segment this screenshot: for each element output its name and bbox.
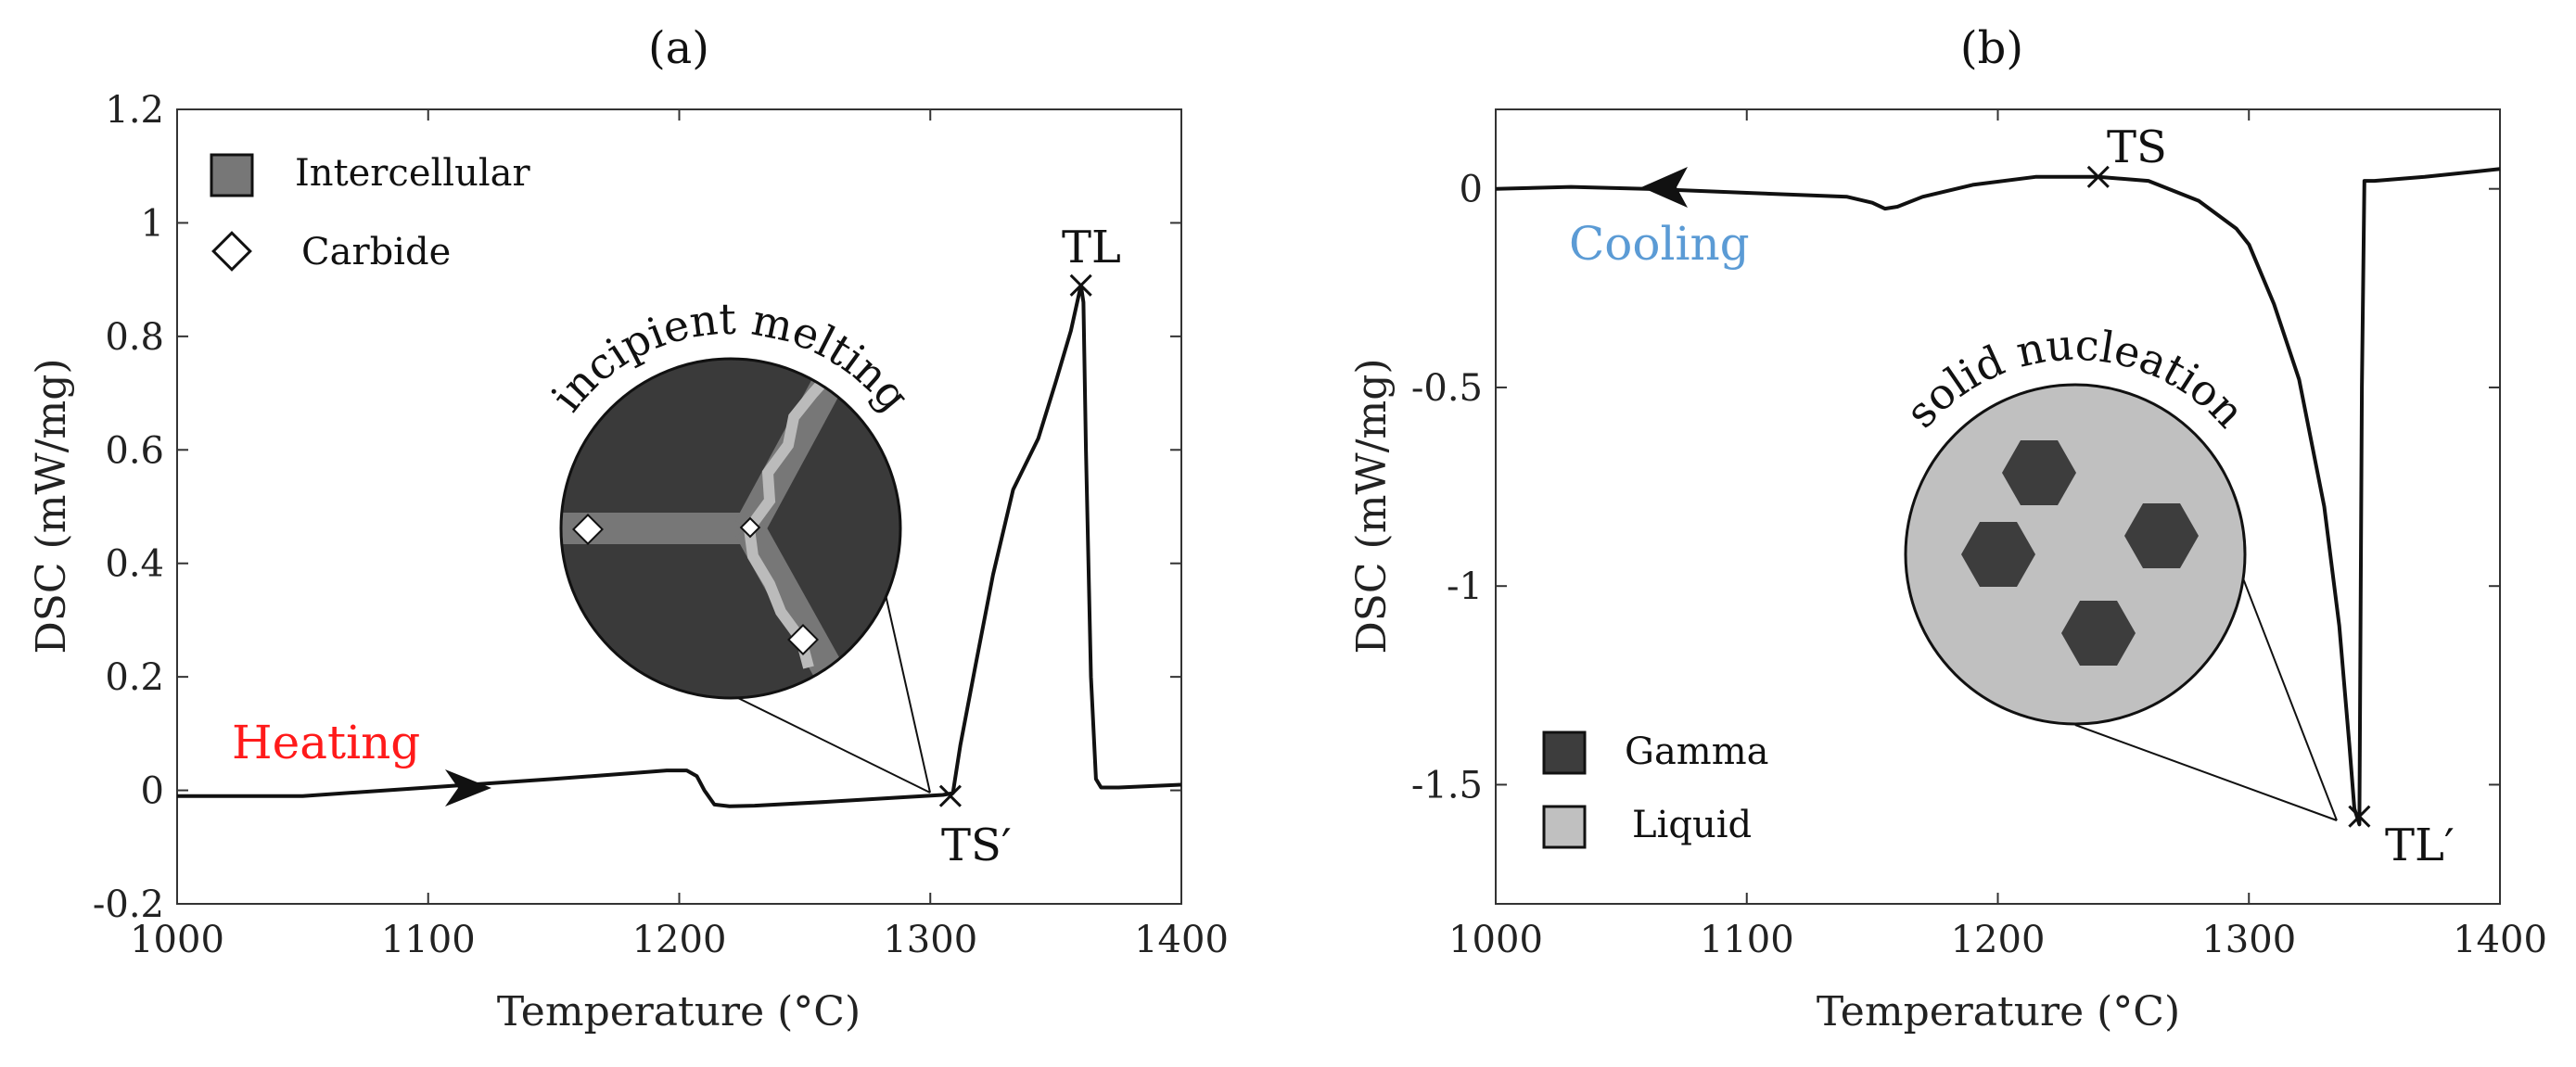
inset-pointer-line	[884, 590, 931, 794]
inset-pointer-line	[735, 696, 931, 794]
legend-label: Gamma	[1625, 730, 1769, 773]
legend-label: Carbide	[301, 231, 451, 273]
gamma-grain	[2061, 601, 2136, 666]
panel-b: (b) 1000 1100 1200 1300 1400 -1.5 -1 -0.5 0 Temp…	[1348, 22, 2547, 1035]
y-tick-label: 0.6	[105, 429, 164, 472]
y-tick-label: 1.2	[105, 89, 164, 132]
gamma-grain	[1961, 522, 2035, 587]
legend-label: Intercellular	[295, 152, 530, 195]
legend-label: Liquid	[1632, 804, 1752, 846]
x-tick-label: 1400	[1134, 919, 1229, 961]
chart-marks	[177, 273, 1182, 808]
legend-swatch-intercellular	[210, 153, 254, 197]
carbide-marker	[739, 516, 761, 539]
axes-ticks: 1000 1100 1200 1300 1400 -0.2 0 0.2 0.4 0.6 0.8 1 1.…	[93, 89, 1229, 961]
ts-label: TS	[2107, 121, 2167, 173]
inset-solid-nucleation: solid nucleation	[1895, 320, 2338, 821]
y-tick-label: 1	[141, 202, 164, 245]
y-tick-label: -0.5	[1411, 367, 1483, 410]
x-tick-label: 1000	[1448, 919, 1543, 961]
gamma-grain	[2124, 503, 2199, 568]
gamma-grain	[2002, 440, 2076, 505]
series-line	[1495, 167, 2501, 827]
legend-swatch-gamma	[1542, 730, 1587, 775]
ts-marker	[2086, 165, 2110, 188]
legend-swatch-carbide	[211, 231, 252, 272]
heating-label: Heating	[232, 716, 420, 769]
onset-label: TS′	[941, 819, 1012, 871]
axes-ticks: 1000 1100 1200 1300 1400 -1.5 -1 -0.5 0	[1411, 109, 2547, 961]
x-axis-label: Temperature (°C)	[1817, 988, 2180, 1035]
y-axis-label: DSC (mW/mg)	[28, 358, 75, 654]
y-tick-label: -1.5	[1411, 764, 1483, 807]
chart-marks	[1495, 165, 2501, 828]
y-tick-label: 0.2	[105, 656, 164, 699]
inset-pointer-line	[2242, 578, 2338, 821]
peak-label: TL	[1062, 222, 1121, 273]
legend: Gamma Liquid	[1542, 730, 1769, 849]
y-tick-label: 0.4	[105, 543, 164, 586]
x-axis-label: Temperature (°C)	[497, 988, 861, 1035]
cooling-label: Cooling	[1569, 217, 1750, 271]
y-tick-label: -0.2	[93, 883, 164, 926]
y-tick-label: 0.8	[105, 316, 164, 359]
x-tick-label: 1300	[883, 919, 977, 961]
x-tick-label: 1100	[1700, 919, 1794, 961]
peak-marker	[1069, 273, 1092, 297]
carbide-marker	[572, 514, 604, 545]
carbide-marker	[787, 624, 819, 655]
x-tick-label: 1400	[2453, 919, 2547, 961]
x-tick-label: 1200	[632, 919, 727, 961]
inset-circle	[1904, 383, 2247, 726]
x-tick-label: 1300	[2201, 919, 2296, 961]
panel-a-title: (a)	[648, 22, 709, 74]
x-tick-label: 1200	[1951, 919, 2046, 961]
y-tick-label: 0	[1460, 169, 1483, 211]
cooling-arrow-icon	[1641, 167, 1688, 208]
x-tick-label: 1000	[130, 919, 224, 961]
legend: Intercellular Carbide	[210, 152, 530, 273]
y-tick-label: -1	[1447, 565, 1483, 608]
tl-marker	[2348, 805, 2371, 828]
panel-b-title: (b)	[1960, 22, 2023, 74]
inset-incipient-melting: incipient melting	[542, 294, 931, 794]
heating-arrow-icon	[445, 769, 491, 807]
y-axis-label: DSC (mW/mg)	[1348, 358, 1396, 654]
x-tick-label: 1100	[381, 919, 476, 961]
onset-marker	[938, 784, 962, 807]
legend-swatch-liquid	[1542, 805, 1587, 849]
y-tick-label: 0	[141, 770, 164, 813]
panel-a: (a) 1000 1100 1200 1300 1400 -0.2 0 0.2 0.4 0.6 0.…	[28, 22, 1229, 1035]
tl-label: TL′	[2385, 819, 2455, 871]
inset-pointer-line	[2074, 724, 2338, 821]
